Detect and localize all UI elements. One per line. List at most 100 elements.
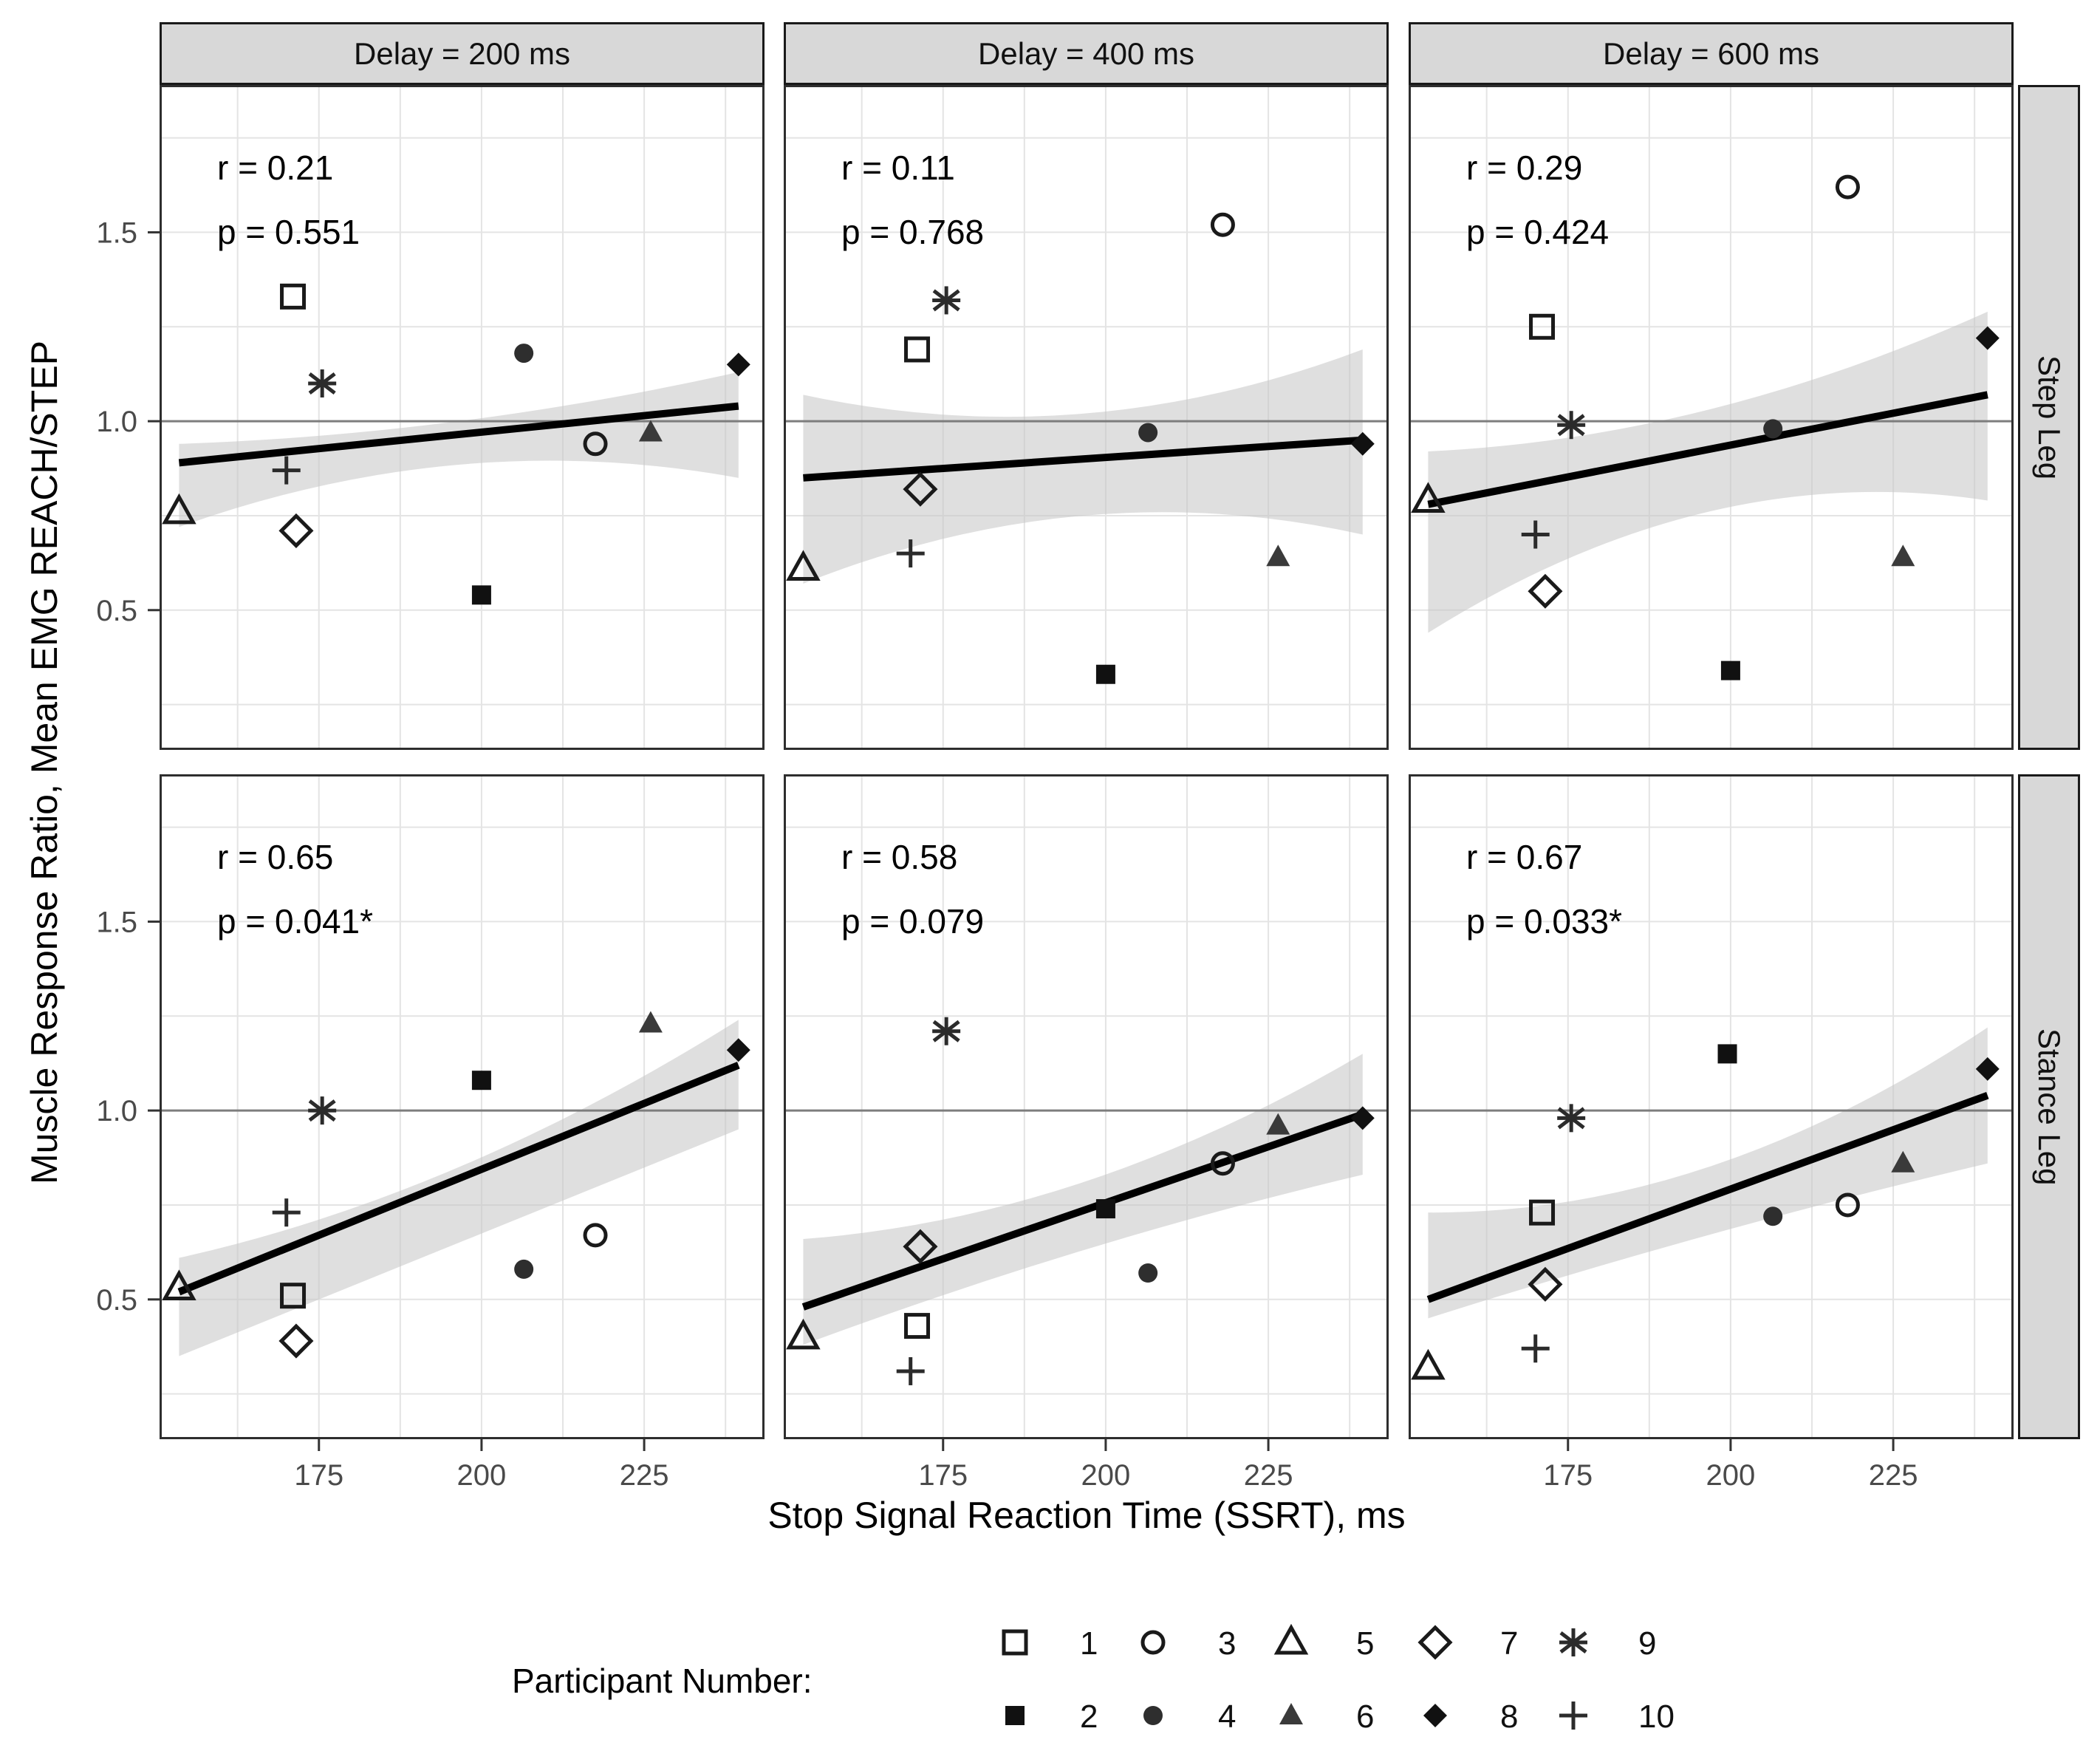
data-point-participant-3	[1835, 1192, 1860, 1218]
data-point-participant-3	[583, 1223, 608, 1248]
data-point-participant-1	[1529, 1199, 1556, 1226]
panel-border	[160, 85, 765, 750]
data-point-participant-1	[904, 336, 931, 363]
legend-item-label: 4	[1218, 1699, 1236, 1735]
data-point-participant-7	[278, 1323, 314, 1359]
legend-marker-3	[1140, 1630, 1166, 1655]
data-point-participant-9	[932, 1017, 961, 1045]
data-point-participant-1	[280, 1283, 307, 1309]
panel-border	[160, 774, 765, 1439]
data-point-participant-2	[1095, 1199, 1115, 1219]
data-point-participant-3	[1210, 212, 1235, 237]
data-point-participant-9	[1557, 1104, 1586, 1133]
data-point-participant-5	[786, 1318, 821, 1350]
data-point-participant-1	[280, 283, 307, 310]
facet-strip-label: Delay = 400 ms	[978, 35, 1194, 71]
facet-strip-delay-200: Delay = 200 ms	[160, 22, 765, 85]
data-point-participant-4	[1138, 423, 1158, 443]
pvalue-annotation: p = 0.768	[841, 213, 984, 251]
legend-item-label: 5	[1356, 1625, 1374, 1662]
facet-strip-stance-leg: Stance Leg	[2018, 774, 2080, 1439]
y-tick-label: 1.5	[96, 216, 137, 249]
legend-item-label: 2	[1080, 1699, 1098, 1735]
data-point-participant-1	[1529, 313, 1556, 340]
pvalue-annotation: p = 0.079	[841, 902, 984, 941]
x-tick-label: 200	[1706, 1459, 1756, 1492]
legend-marker-4	[1143, 1706, 1163, 1725]
correlation-annotation: r = 0.58	[841, 838, 957, 876]
legend-marker-2	[1005, 1706, 1025, 1725]
data-point-participant-5	[1411, 1348, 1446, 1380]
legend-item-label: 1	[1080, 1625, 1098, 1662]
data-point-participant-9	[308, 1096, 337, 1125]
data-point-participant-10	[896, 1356, 925, 1385]
x-tick-label: 225	[1869, 1459, 1918, 1492]
confidence-ribbon	[1428, 1027, 1988, 1319]
regression-line	[1427, 391, 1988, 508]
data-point-participant-4	[1763, 1206, 1783, 1226]
data-point-participant-8	[1350, 1106, 1375, 1130]
panel-stance-delay-400: r = 0.58 p = 0.079 175 200 225	[784, 774, 1389, 1492]
panel-step-delay-400: r = 0.11 p = 0.768	[784, 85, 1389, 750]
legend-item-label: 10	[1638, 1699, 1675, 1735]
x-tick-label: 175	[294, 1459, 343, 1492]
correlation-annotation: r = 0.21	[217, 149, 333, 187]
data-point-participant-6	[1891, 1150, 1915, 1173]
data-point-participant-7	[903, 471, 938, 507]
data-point-participant-5	[1411, 482, 1446, 513]
y-tick-label: 0.5	[96, 595, 137, 627]
regression-line	[801, 1110, 1364, 1311]
panel-step-delay-600: r = 0.29 p = 0.424	[1409, 85, 2014, 750]
pvalue-annotation: p = 0.551	[217, 213, 360, 251]
legend-marker-9	[1559, 1628, 1587, 1656]
panel-border	[784, 85, 1389, 750]
data-point-participant-3	[1210, 1151, 1235, 1176]
legend-marker-6	[1279, 1703, 1303, 1724]
data-point-participant-4	[514, 344, 534, 363]
data-point-participant-7	[278, 513, 314, 548]
data-point-participant-7	[1528, 573, 1563, 609]
data-point-participant-7	[903, 1229, 938, 1264]
data-point-participant-5	[162, 493, 196, 525]
x-tick-label: 200	[1081, 1459, 1131, 1492]
data-point-participant-8	[726, 352, 750, 377]
legend-marker-1	[1002, 1629, 1028, 1656]
confidence-ribbon	[803, 349, 1363, 584]
data-point-participant-2	[1720, 661, 1740, 680]
data-point-participant-5	[786, 550, 821, 581]
panel-stance-delay-600: r = 0.67 p = 0.033* 175 200 225	[1409, 774, 2014, 1492]
regression-line	[177, 1062, 740, 1296]
regression-line	[803, 436, 1364, 482]
legend: 1 3 5 7 9 2 4 6 8 10	[1002, 1623, 1675, 1735]
legend-title: Participant Number:	[512, 1662, 813, 1700]
pvalue-annotation: p = 0.424	[1466, 213, 1609, 251]
data-point-participant-1	[904, 1313, 931, 1339]
data-point-participant-2	[471, 1071, 491, 1090]
facet-strip-label: Delay = 600 ms	[1603, 35, 1819, 71]
data-point-participant-6	[638, 1011, 663, 1033]
legend-item-label: 7	[1500, 1625, 1518, 1662]
regression-line	[178, 402, 739, 467]
confidence-ribbon	[803, 1054, 1363, 1345]
data-point-participant-10	[1521, 1334, 1550, 1363]
confidence-ribbon	[1428, 311, 1988, 633]
legend-item-label: 9	[1638, 1625, 1656, 1662]
data-point-participant-6	[1266, 1113, 1290, 1135]
y-axis-title: Muscle Response Ratio, Mean EMG REACH/ST…	[24, 340, 65, 1185]
confidence-ribbon	[179, 1020, 739, 1356]
x-tick-label: 225	[1244, 1459, 1293, 1492]
data-point-participant-8	[726, 1038, 750, 1062]
x-tick-label: 175	[918, 1459, 968, 1492]
data-point-participant-10	[272, 456, 301, 485]
data-point-participant-9	[308, 369, 337, 397]
x-tick-label: 175	[1543, 1459, 1593, 1492]
legend-marker-10	[1559, 1701, 1587, 1730]
data-point-participant-10	[272, 1198, 301, 1227]
data-point-participant-10	[1521, 520, 1550, 549]
data-point-participant-10	[896, 539, 925, 568]
data-point-participant-8	[1975, 1057, 2000, 1081]
panel-border	[1409, 85, 2014, 750]
data-point-participant-3	[1835, 174, 1860, 199]
data-point-participant-2	[471, 585, 491, 605]
